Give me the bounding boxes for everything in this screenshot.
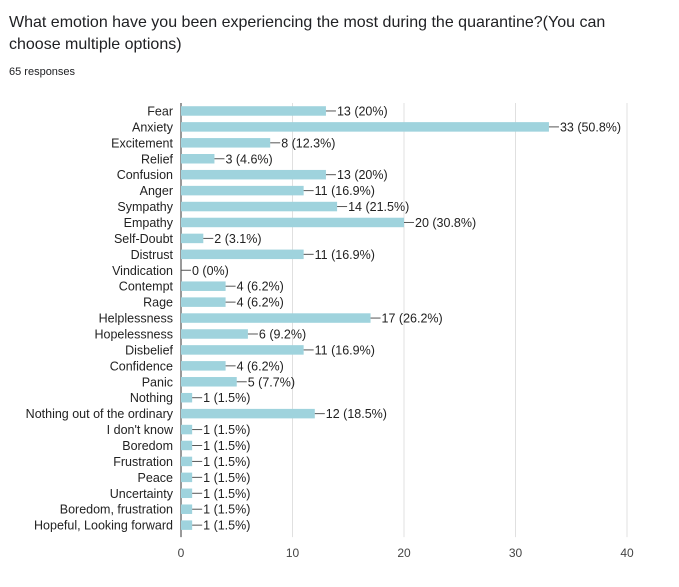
x-tick-label: 0 (178, 546, 185, 560)
bar (181, 297, 226, 307)
category-label: Uncertainty (110, 487, 174, 501)
category-label: Hopeful, Looking forward (34, 519, 173, 533)
value-label: 14 (21.5%) (348, 200, 409, 214)
category-label: Panic (142, 375, 173, 389)
category-label: Contempt (119, 280, 174, 294)
category-label: Disbelief (125, 343, 173, 357)
response-count: 65 responses (9, 66, 76, 78)
bars (181, 106, 559, 530)
value-label: 1 (1.5%) (203, 439, 250, 453)
value-label: 4 (6.2%) (237, 359, 284, 373)
category-label: Peace (138, 471, 173, 485)
value-label: 20 (30.8%) (415, 216, 476, 230)
bar (181, 392, 193, 403)
category-label: Frustration (113, 455, 173, 469)
bar (181, 201, 338, 212)
category-label: Boredom, frustration (60, 503, 173, 517)
question-title: What emotion have you been experiencing … (9, 14, 606, 53)
category-label: Distrust (131, 248, 174, 262)
value-label: 5 (7.7%) (248, 375, 295, 389)
bar (181, 488, 193, 499)
value-label: 11 (16.9%) (315, 184, 375, 198)
bar (181, 233, 204, 244)
bar (181, 361, 226, 371)
bar (181, 154, 215, 164)
bar (181, 122, 549, 132)
x-tick-label: 30 (509, 546, 523, 560)
value-label: 13 (20%) (337, 168, 388, 182)
value-label: 2 (3.1%) (214, 232, 261, 246)
category-label: Boredom (122, 439, 173, 453)
value-label: 1 (1.5%) (203, 519, 250, 533)
category-label: Vindication (112, 264, 173, 278)
category-label: Self-Doubt (114, 232, 174, 246)
bar (181, 472, 193, 483)
bar (181, 424, 193, 435)
value-label: 17 (26.2%) (382, 312, 443, 326)
bar (181, 520, 193, 530)
value-label: 12 (18.5%) (326, 407, 387, 421)
category-label: Rage (143, 296, 173, 310)
category-label: Confusion (117, 168, 173, 182)
bar (181, 440, 193, 451)
value-label: 4 (6.2%) (237, 280, 284, 294)
category-label: Relief (141, 152, 173, 166)
bar (181, 185, 304, 196)
bar (181, 504, 193, 514)
category-label: Confidence (110, 359, 173, 373)
value-label: 4 (6.2%) (237, 296, 284, 310)
bar (181, 217, 404, 228)
bar (181, 377, 237, 387)
labels: 0 10 20 30 40 Fear 13 (20%) Anxiety 33 (50.8%) Ex… (26, 104, 634, 560)
category-label: Nothing (130, 391, 173, 405)
bar (181, 106, 326, 116)
bar (181, 138, 271, 148)
value-label: 1 (1.5%) (203, 391, 250, 405)
category-label: Helplessness (99, 312, 173, 326)
bar (181, 329, 248, 339)
value-label: 0 (0%) (192, 264, 229, 278)
bar (181, 456, 193, 467)
bar (181, 345, 304, 355)
bar (181, 281, 226, 291)
bar (181, 313, 371, 323)
value-label: 8 (12.3%) (281, 136, 335, 150)
category-label: Fear (147, 104, 173, 118)
value-label: 3 (4.6%) (225, 152, 272, 166)
category-label: Anger (140, 184, 173, 198)
value-label: 1 (1.5%) (203, 455, 250, 469)
bar (181, 249, 304, 260)
value-label: 6 (9.2%) (259, 327, 306, 341)
value-label: 13 (20%) (337, 104, 388, 118)
value-label: 1 (1.5%) (203, 487, 250, 501)
category-label: I don't know (107, 423, 174, 437)
value-label: 1 (1.5%) (203, 423, 250, 437)
value-label: 11 (16.9%) (315, 248, 375, 262)
bar (181, 408, 315, 419)
category-label: Hopelessness (94, 327, 173, 341)
bar (181, 169, 326, 180)
x-tick-label: 10 (286, 546, 300, 560)
value-label: 1 (1.5%) (203, 471, 250, 485)
value-label: 1 (1.5%) (203, 503, 250, 517)
category-label: Sympathy (117, 200, 173, 214)
x-tick-label: 40 (620, 546, 634, 560)
value-label: 11 (16.9%) (315, 343, 375, 357)
category-label: Empathy (124, 216, 174, 230)
x-tick-label: 20 (397, 546, 411, 560)
category-label: Anxiety (132, 120, 174, 134)
category-label: Excitement (111, 136, 173, 150)
value-label: 33 (50.8%) (560, 120, 621, 134)
category-label: Nothing out of the ordinary (26, 407, 174, 421)
